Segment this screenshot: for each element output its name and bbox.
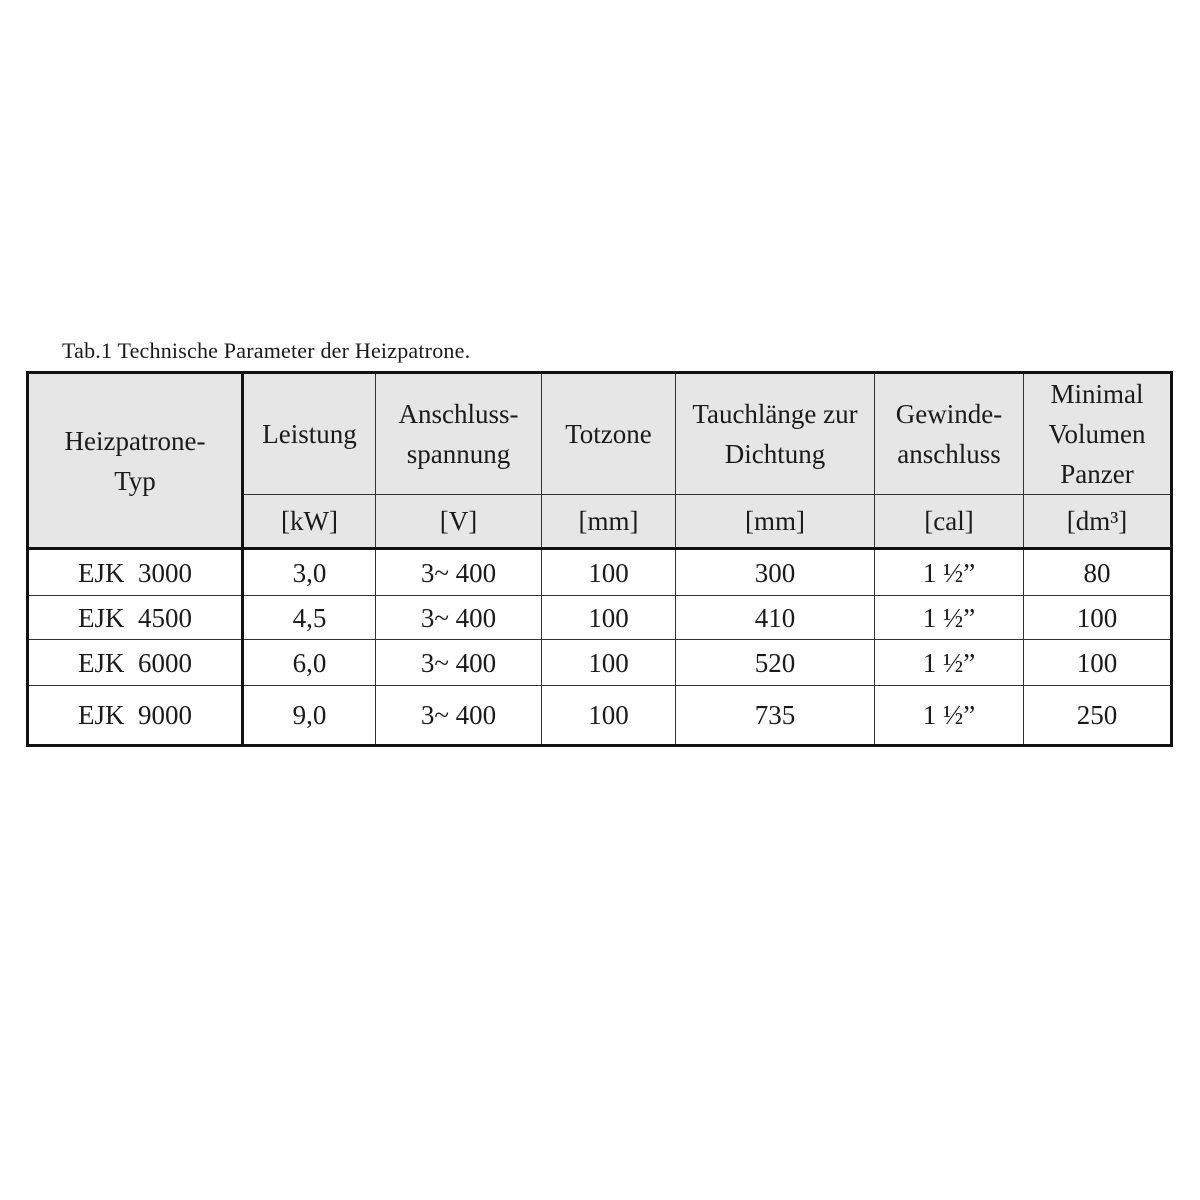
value-cell: 3,0	[242, 548, 376, 596]
value-cell: 100	[541, 639, 676, 686]
column-header: Totzone	[541, 372, 676, 495]
table-caption: Tab.1 Technische Parameter der Heizpatro…	[62, 338, 471, 363]
unit-cell: [kW]	[242, 494, 376, 550]
value-cell: 300	[675, 548, 875, 596]
unit-cell: [V]	[375, 494, 542, 550]
column-header: Tauchlänge zur Dichtung	[675, 372, 875, 495]
column-header: Minimal Volumen Panzer	[1023, 372, 1172, 495]
value-cell: 410	[675, 595, 875, 640]
table-row: EJK 3000 3,0 3~ 400 100 300 1 ½” 80	[27, 548, 1172, 596]
unit-cell: [mm]	[541, 494, 676, 550]
value-cell: 3~ 400	[375, 639, 542, 686]
type-cell: EJK 6000	[27, 639, 244, 686]
value-cell: 3~ 400	[375, 685, 542, 746]
column-header: Heizpatrone- Typ	[27, 372, 244, 550]
value-cell: 3~ 400	[375, 595, 542, 640]
table-row: EJK 9000 9,0 3~ 400 100 735 1 ½” 250	[27, 685, 1172, 746]
parameter-table: Heizpatrone- Typ Leistung Anschluss- spann…	[26, 371, 1173, 747]
value-cell: 1 ½”	[874, 595, 1024, 640]
value-cell: 6,0	[242, 639, 376, 686]
value-cell: 100	[1023, 639, 1172, 686]
type-cell: EJK 4500	[27, 595, 244, 640]
header-row: Heizpatrone- Typ Leistung Anschluss- spann…	[27, 372, 1172, 550]
column-header: Leistung	[242, 372, 376, 495]
value-cell: 1 ½”	[874, 639, 1024, 686]
value-cell: 100	[541, 685, 676, 746]
value-cell: 1 ½”	[874, 685, 1024, 746]
value-cell: 4,5	[242, 595, 376, 640]
value-cell: 3~ 400	[375, 548, 542, 596]
value-cell: 100	[541, 548, 676, 596]
value-cell: 80	[1023, 548, 1172, 596]
value-cell: 1 ½”	[874, 548, 1024, 596]
value-cell: 100	[1023, 595, 1172, 640]
type-cell: EJK 3000	[27, 548, 244, 596]
value-cell: 250	[1023, 685, 1172, 746]
unit-cell: [cal]	[874, 494, 1024, 550]
unit-cell: [mm]	[675, 494, 875, 550]
table-row: EJK 4500 4,5 3~ 400 100 410 1 ½” 100	[27, 595, 1172, 640]
unit-cell: [dm³]	[1023, 494, 1172, 550]
value-cell: 520	[675, 639, 875, 686]
units-row: [kW] [V] [mm] [mm] [cal] [dm³]	[28, 494, 1172, 550]
type-cell: EJK 9000	[27, 685, 244, 746]
value-cell: 9,0	[242, 685, 376, 746]
column-header: Gewinde- anschluss	[874, 372, 1024, 495]
column-header: Anschluss- spannung	[375, 372, 542, 495]
table-row: EJK 6000 6,0 3~ 400 100 520 1 ½” 100	[27, 639, 1172, 686]
value-cell: 735	[675, 685, 875, 746]
value-cell: 100	[541, 595, 676, 640]
